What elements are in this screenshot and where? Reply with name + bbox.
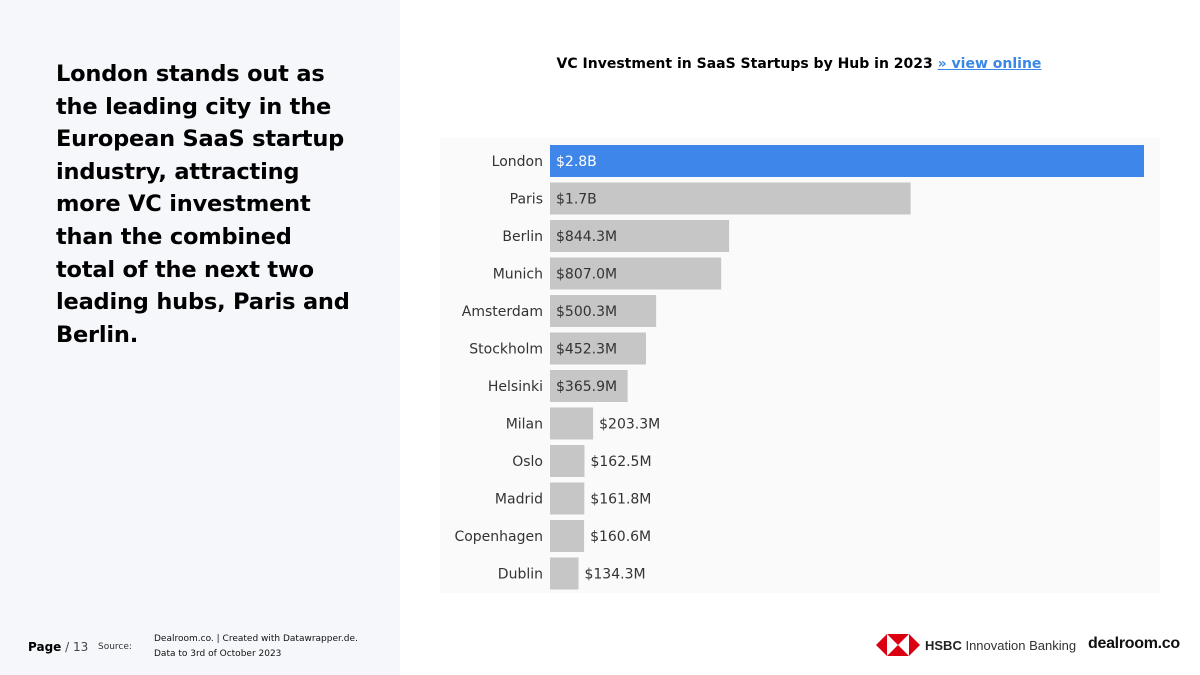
source-text: Dealroom.co. | Created with Datawrapper.…: [154, 632, 358, 662]
chart-title: VC Investment in SaaS Startups by Hub in…: [458, 56, 1140, 72]
category-label: Milan: [506, 417, 543, 433]
view-online-link[interactable]: » view online: [937, 56, 1042, 72]
value-label: $161.8M: [590, 492, 651, 508]
bar: [550, 482, 585, 515]
headline: London stands out as the leading city in…: [56, 61, 350, 348]
bar: [550, 407, 594, 440]
left-panel: London stands out as the leading city in…: [0, 0, 400, 675]
value-label: $365.9M: [556, 379, 617, 395]
value-label: $500.3M: [556, 304, 617, 320]
source-label: Source:: [98, 642, 132, 652]
hsbc-brand: HSBC: [925, 637, 962, 653]
bar: [550, 370, 628, 402]
page-separator: /: [65, 640, 70, 654]
category-label: Berlin: [502, 229, 543, 245]
bar: [550, 295, 657, 327]
value-label: $807.0M: [556, 267, 617, 283]
bar: [550, 182, 911, 215]
bar: [550, 557, 579, 590]
source-line-2: Data to 3rd of October 2023: [154, 649, 282, 659]
bar: [550, 220, 730, 252]
category-label: Helsinki: [488, 379, 543, 395]
hsbc-hexagon-icon: [876, 634, 920, 656]
dealroom-logo: dealroom.co: [1088, 635, 1180, 652]
category-label: Dublin: [498, 567, 543, 583]
value-label: $160.6M: [590, 529, 651, 545]
category-label: Munich: [493, 267, 543, 283]
bar: [550, 145, 1144, 177]
value-label: $162.5M: [590, 454, 651, 470]
page-label: Page: [28, 640, 62, 654]
page-indicator: Page / 13: [28, 640, 88, 654]
bar: [550, 257, 722, 290]
bar: [550, 520, 585, 552]
bar-chart: London $2.8B Paris $1.7B Berlin $844.3M Munich…: [440, 138, 1160, 593]
hsbc-sub: Innovation Banking: [965, 637, 1077, 653]
value-label: $2.8B: [556, 154, 597, 170]
bar: [550, 445, 585, 477]
category-label: London: [492, 154, 543, 170]
value-label: $452.3M: [556, 342, 617, 358]
category-label: Stockholm: [469, 342, 543, 358]
value-label: $844.3M: [556, 229, 617, 245]
category-label: Madrid: [495, 492, 543, 508]
bar: [550, 332, 646, 365]
category-label: Copenhagen: [454, 529, 543, 545]
category-label: Paris: [510, 192, 543, 208]
category-label: Amsterdam: [462, 304, 543, 320]
chart-title-text: VC Investment in SaaS Startups by Hub in…: [556, 56, 933, 72]
source-line-1: Dealroom.co. | Created with Datawrapper.…: [154, 634, 358, 644]
category-label: Oslo: [512, 454, 543, 470]
value-label: $1.7B: [556, 192, 597, 208]
page-number: 13: [73, 640, 89, 654]
hsbc-logo: HSBC Innovation Banking: [876, 633, 1076, 657]
value-label: $134.3M: [584, 567, 645, 583]
value-label: $203.3M: [599, 417, 660, 433]
